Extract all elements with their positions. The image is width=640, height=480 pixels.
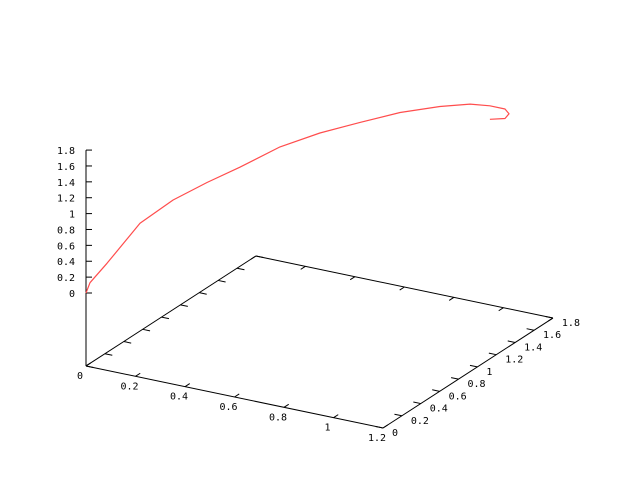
y-tick-label: 0.6: [449, 391, 467, 402]
z-tick-label: 1.4: [57, 178, 75, 189]
y-axis-left-edge: [85, 255, 257, 367]
y-tick-label: 1.2: [505, 355, 523, 366]
x-tick-front: [85, 362, 91, 367]
y-tick-left: [161, 316, 170, 320]
y-tick-label: 1.4: [524, 342, 542, 353]
y-tick-right: [469, 364, 478, 368]
x-tick-label: 0.4: [170, 392, 188, 403]
y-tick-right: [450, 377, 459, 380]
y-tick-right: [413, 401, 421, 405]
z-tick-label: 1.2: [57, 194, 75, 205]
x-tick-label: 0.2: [120, 381, 138, 392]
x-tick-label: 1.2: [368, 433, 386, 444]
y-tick-label: 0.4: [430, 404, 448, 415]
x-tick-label: 1: [324, 423, 330, 434]
x-tick-back: [547, 317, 554, 322]
x-tick-front: [184, 383, 190, 388]
z-tick-label: 1: [69, 210, 75, 221]
y-tick-right: [507, 340, 516, 343]
y-tick-right: [375, 425, 384, 429]
x-tick-label: 0.6: [219, 402, 237, 413]
y-tick-left: [180, 304, 188, 307]
y-tick-right: [526, 328, 535, 331]
z-tick-label: 0.8: [57, 225, 75, 236]
z-tick-label: 0.4: [57, 257, 75, 268]
series-curve: [85, 103, 510, 294]
y-tick-right: [394, 413, 402, 417]
y-tick-left: [236, 267, 245, 271]
y-tick-right: [432, 389, 440, 392]
z-tick-label: 1.8: [57, 146, 75, 157]
x-tick-back: [498, 307, 504, 312]
y-tick-right: [488, 352, 497, 356]
x-tick-front: [234, 393, 240, 398]
y-tick-label: 0.8: [468, 379, 486, 390]
x-tick-back: [300, 265, 306, 270]
y-tick-left: [218, 279, 226, 283]
y-tick-left: [85, 365, 94, 369]
y-tick-label: 1.8: [562, 318, 580, 329]
y-tick-label: 1: [486, 367, 492, 378]
z-tick-label: 0.2: [57, 273, 75, 284]
z-tick-label: 0.6: [57, 241, 75, 252]
y-tick-label: 1.6: [543, 330, 561, 341]
x-tick-back: [399, 286, 405, 291]
y-tick-left: [255, 255, 264, 259]
x-tick-back: [448, 296, 455, 301]
x-tick-front: [135, 372, 141, 377]
x-tick-front: [382, 424, 388, 429]
x-tick-label: 0: [77, 371, 83, 382]
y-tick-label: 0.2: [411, 416, 429, 427]
y-tick-right: [545, 315, 554, 319]
x-tick-front: [333, 414, 339, 419]
x-tick-back: [349, 276, 356, 281]
y-tick-left: [142, 328, 151, 332]
y-tick-label: 0: [392, 428, 398, 439]
x-tick-front: [283, 403, 289, 408]
x-tick-back: [250, 255, 257, 260]
x-tick-label: 0.8: [269, 412, 287, 423]
y-tick-left: [199, 292, 207, 295]
y-tick-left: [123, 341, 132, 344]
z-tick-label: 0: [69, 289, 75, 300]
y-axis-right-edge: [382, 317, 554, 429]
y-tick-left: [104, 353, 113, 356]
z-tick-label: 1.6: [57, 162, 75, 173]
